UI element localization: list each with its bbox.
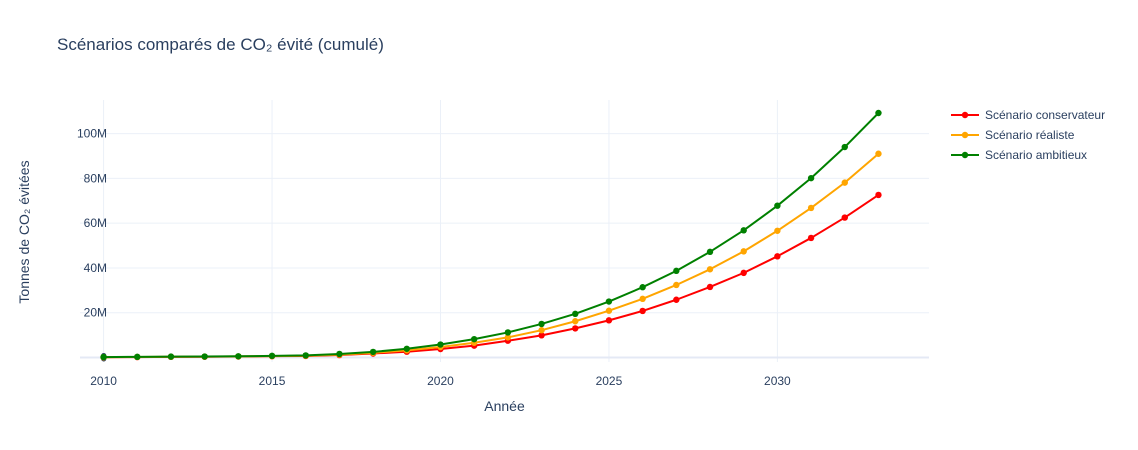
data-point[interactable] — [807, 234, 815, 242]
chart-title: Scénarios comparés de CO₂ évité (cumulé) — [57, 35, 384, 54]
legend[interactable]: Scénario conservateur Scénario réaliste Sc… — [951, 108, 1105, 162]
grid — [80, 100, 929, 362]
data-point[interactable] — [302, 352, 309, 359]
data-point[interactable] — [470, 335, 478, 343]
data-point[interactable] — [538, 320, 545, 328]
data-point[interactable] — [706, 266, 714, 273]
data-point[interactable] — [538, 327, 545, 334]
data-point[interactable] — [740, 227, 747, 234]
x-tick-label: 2010 — [90, 374, 117, 388]
data-point[interactable] — [740, 269, 747, 277]
data-point[interactable] — [774, 202, 781, 209]
data-point[interactable] — [572, 310, 579, 318]
legend-marker — [961, 151, 969, 159]
data-point[interactable] — [504, 329, 512, 336]
data-point[interactable] — [201, 353, 208, 360]
data-point[interactable] — [605, 317, 613, 324]
legend-label: Scénario conservateur — [985, 108, 1105, 122]
series-line — [103, 112, 880, 359]
data-point[interactable] — [403, 345, 410, 352]
y-tick-label: 80M — [84, 171, 107, 185]
data-point[interactable] — [740, 248, 747, 255]
y-tick-label: 100M — [77, 127, 107, 141]
legend-item[interactable]: Scénario ambitieux — [951, 148, 1087, 162]
data-point[interactable] — [673, 281, 680, 289]
x-tick-label: 2020 — [427, 374, 454, 388]
data-point[interactable] — [706, 248, 714, 256]
data-point[interactable] — [235, 353, 242, 360]
data-point[interactable] — [774, 253, 781, 260]
data-point[interactable] — [572, 318, 579, 325]
y-tick-label: 60M — [84, 216, 107, 230]
data-point[interactable] — [605, 298, 613, 305]
series-line — [103, 194, 880, 359]
y-axis-title: Tonnes de CO₂ évitées — [16, 160, 32, 303]
data-point[interactable] — [572, 325, 579, 332]
data-point[interactable] — [807, 174, 815, 182]
data-point[interactable] — [774, 227, 781, 234]
legend-item[interactable]: Scénario conservateur — [951, 108, 1105, 122]
data-point[interactable] — [673, 296, 680, 303]
data-point[interactable] — [268, 352, 276, 360]
series-layer — [100, 109, 882, 361]
data-point[interactable] — [605, 307, 613, 314]
data-point[interactable] — [706, 283, 714, 291]
series-2 — [100, 109, 882, 361]
data-point[interactable] — [134, 353, 141, 361]
data-point[interactable] — [639, 284, 646, 291]
legend-marker — [961, 111, 969, 119]
data-point[interactable] — [369, 348, 377, 356]
data-point[interactable] — [639, 295, 646, 303]
data-point[interactable] — [100, 353, 107, 361]
y-tick-label: 20M — [84, 306, 107, 320]
x-tick-label: 2015 — [259, 374, 286, 388]
series-1 — [100, 150, 882, 361]
data-point[interactable] — [504, 334, 512, 341]
x-tick-label: 2030 — [764, 374, 791, 388]
data-point[interactable] — [538, 332, 545, 339]
data-point[interactable] — [807, 204, 815, 212]
legend-marker — [961, 131, 969, 139]
legend-item[interactable]: Scénario réaliste — [951, 128, 1075, 142]
data-point[interactable] — [639, 307, 646, 315]
data-point[interactable] — [875, 191, 882, 199]
x-axis-title: Année — [484, 398, 525, 414]
series-line — [103, 152, 880, 359]
data-point[interactable] — [336, 350, 343, 358]
data-point[interactable] — [875, 109, 882, 117]
x-axis-ticks: 2010 2015 2020 2025 2030 — [90, 374, 791, 388]
data-point[interactable] — [875, 150, 882, 157]
data-point[interactable] — [841, 179, 848, 186]
data-point[interactable] — [841, 214, 848, 221]
legend-label: Scénario réaliste — [985, 128, 1075, 142]
data-point[interactable] — [437, 341, 444, 348]
y-tick-label: 40M — [84, 261, 107, 275]
data-point[interactable] — [167, 353, 175, 360]
data-point[interactable] — [841, 143, 848, 151]
legend-label: Scénario ambitieux — [985, 148, 1087, 162]
x-tick-label: 2025 — [596, 374, 623, 388]
data-point[interactable] — [673, 267, 680, 275]
